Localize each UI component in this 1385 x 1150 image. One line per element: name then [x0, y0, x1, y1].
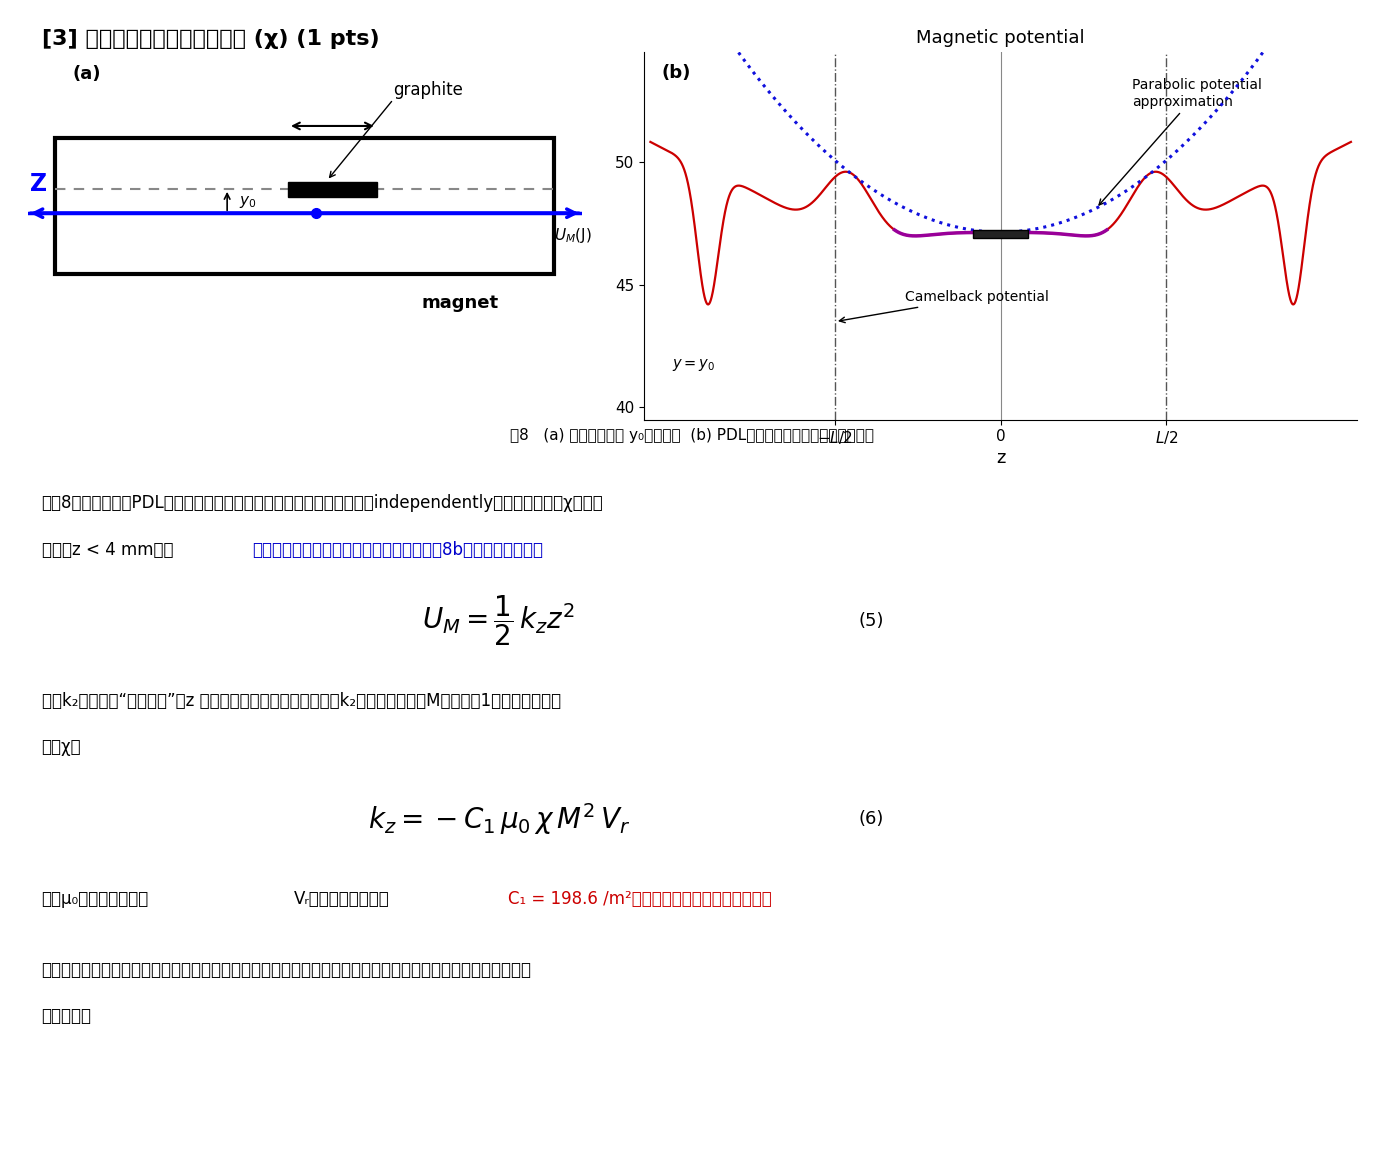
Text: [3] 驼峏势中的振动和磁极化率 (χ) (1 pts): [3] 驼峏势中的振动和磁极化率 (χ) (1 pts) — [42, 29, 379, 48]
Text: $y = y_0$: $y = y_0$ — [672, 358, 715, 374]
Text: Vᵣ是石墨棒的体积，: Vᵣ是石墨棒的体积， — [294, 890, 389, 908]
Text: 振幅（z < 4 mm），: 振幅（z < 4 mm）， — [42, 540, 173, 559]
Text: 峏势振动。: 峏势振动。 — [42, 1007, 91, 1026]
Text: $y_0$: $y_0$ — [240, 194, 256, 210]
Text: Z: Z — [30, 172, 47, 197]
Text: (a): (a) — [72, 66, 101, 84]
Text: 如图8所示，利用在PDL陷阱的磁场驼背势中的振动，我们可以单独地（independently）定出磁极化率χ。对小: 如图8所示，利用在PDL陷阱的磁场驼背势中的振动，我们可以单独地（indepen… — [42, 494, 604, 513]
Text: 把石墨棒投放到磁势阱中心。利用螺母调整平台，使得石墨棒位于势阱中心。用牙签扰动石墨棒，使石墨棒泿驼: 把石墨棒投放到磁势阱中心。利用螺母调整平台，使得石墨棒位于势阱中心。用牙签扰动石… — [42, 961, 532, 980]
Bar — [974, 230, 1028, 238]
Text: Camelback potential: Camelback potential — [839, 290, 1048, 323]
Text: Parabolic potential
approximation: Parabolic potential approximation — [1100, 78, 1262, 205]
Text: 其中k₂是势能的“弹性系数”，z 是石墨棒质心的位移。弹性系数k₂依赖于磁化强度M（从问题1中得到）和磁极: 其中k₂是势能的“弹性系数”，z 是石墨棒质心的位移。弹性系数k₂依赖于磁化强度… — [42, 692, 561, 711]
Text: 图8   (a) 石墨棒在高度 y₀处的振动  (b) PDL陷阱中的驼峏势和其抛物线近似: 图8 (a) 石墨棒在高度 y₀处的振动 (b) PDL陷阱中的驼峏势和其抛物线… — [511, 428, 874, 443]
Title: Magnetic potential: Magnetic potential — [917, 30, 1084, 47]
Y-axis label: $U_M$(J): $U_M$(J) — [554, 227, 593, 245]
Text: 化率χ：: 化率χ： — [42, 738, 82, 757]
Text: (b): (b) — [661, 64, 690, 82]
Text: (6): (6) — [859, 810, 884, 828]
Text: 磁场势能可以由以下抛物线近似给出（如图8b中的虚线所示）：: 磁场势能可以由以下抛物线近似给出（如图8b中的虚线所示）： — [252, 540, 543, 559]
Text: magnet: magnet — [421, 294, 499, 312]
Bar — [55, 138, 554, 274]
X-axis label: z: z — [996, 450, 1006, 467]
Text: $U_M = \dfrac{1}{2}\, k_z z^2$: $U_M = \dfrac{1}{2}\, k_z z^2$ — [422, 593, 575, 649]
Text: (5): (5) — [859, 612, 884, 630]
Text: graphite: graphite — [393, 81, 463, 99]
Bar — [288, 182, 377, 197]
Text: 其中μ₀是真空磁导率，: 其中μ₀是真空磁导率， — [42, 890, 148, 908]
Text: $k_z = -C_1\,\mu_0\,\chi\, M^2\, V_r$: $k_z = -C_1\,\mu_0\,\chi\, M^2\, V_r$ — [367, 800, 630, 837]
Text: C₁ = 198.6 /m²对于这个磁势阱装置是个常数。: C₁ = 198.6 /m²对于这个磁势阱装置是个常数。 — [508, 890, 771, 908]
